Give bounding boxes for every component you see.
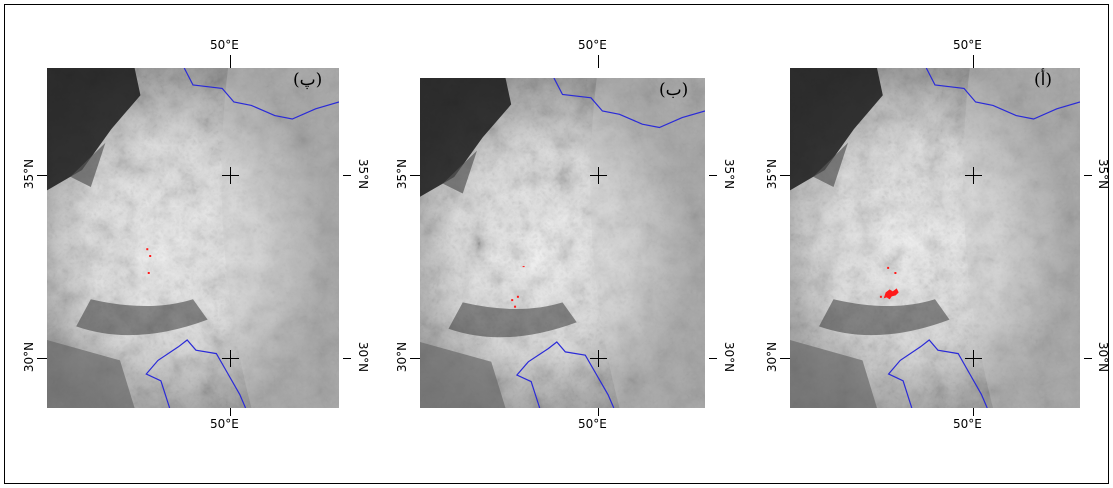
lat-label-left-30: 30°N bbox=[395, 341, 410, 373]
figure-frame bbox=[4, 4, 1109, 484]
lon-label-top: 50°E bbox=[578, 38, 607, 52]
hotspot-markers bbox=[879, 266, 899, 300]
lon-tick-top bbox=[598, 55, 599, 68]
lat-tick-left-35 bbox=[410, 175, 420, 176]
lat-tick-right-35 bbox=[709, 175, 717, 176]
lat-tick-left-35 bbox=[37, 175, 47, 176]
grid-cross-v bbox=[598, 167, 599, 184]
grid-cross-v bbox=[598, 350, 599, 367]
lat-tick-left-35 bbox=[780, 175, 790, 176]
satellite-image bbox=[790, 68, 1080, 408]
lat-tick-left-30 bbox=[37, 358, 47, 359]
lon-tick-bottom bbox=[230, 408, 231, 416]
lat-label-right-30: 30°N bbox=[722, 341, 737, 373]
grid-cross-v bbox=[973, 350, 974, 367]
panel-letter: (پ) bbox=[293, 70, 323, 90]
lat-label-right-35: 35°N bbox=[1096, 158, 1111, 190]
lat-label-left-30: 30°N bbox=[22, 341, 37, 373]
lat-tick-right-30 bbox=[709, 358, 717, 359]
lat-tick-left-30 bbox=[410, 358, 420, 359]
lat-tick-right-35 bbox=[343, 175, 351, 176]
satellite-image bbox=[420, 78, 705, 408]
hotspot-markers bbox=[511, 266, 525, 308]
lat-label-right-35: 35°N bbox=[722, 158, 737, 190]
lon-tick-top bbox=[230, 55, 231, 68]
lat-tick-right-35 bbox=[1084, 175, 1092, 176]
lat-label-left-30: 30°N bbox=[765, 341, 780, 373]
grid-cross-v bbox=[230, 350, 231, 367]
lat-tick-right-30 bbox=[343, 358, 351, 359]
lat-label-left-35: 35°N bbox=[395, 158, 410, 190]
satellite-image bbox=[47, 68, 339, 408]
grid-cross-v bbox=[230, 167, 231, 184]
panel-letter: (ب) bbox=[659, 80, 689, 100]
grid-cross-v bbox=[973, 167, 974, 184]
lon-tick-bottom bbox=[598, 408, 599, 416]
lon-label-top: 50°E bbox=[953, 38, 982, 52]
lon-tick-top bbox=[973, 55, 974, 68]
hotspot-markers bbox=[146, 248, 152, 274]
lon-label-bottom: 50°E bbox=[210, 417, 239, 431]
lat-label-right-30: 30°N bbox=[356, 341, 371, 373]
lat-label-left-35: 35°N bbox=[22, 158, 37, 190]
lon-tick-bottom bbox=[973, 408, 974, 416]
lon-label-bottom: 50°E bbox=[953, 417, 982, 431]
panel-letter: (أ) bbox=[1034, 70, 1053, 90]
lat-label-left-35: 35°N bbox=[765, 158, 780, 190]
lat-tick-right-30 bbox=[1084, 358, 1092, 359]
lat-label-right-30: 30°N bbox=[1096, 341, 1111, 373]
lat-label-right-35: 35°N bbox=[356, 158, 371, 190]
lon-label-bottom: 50°E bbox=[578, 417, 607, 431]
lon-label-top: 50°E bbox=[210, 38, 239, 52]
lat-tick-left-30 bbox=[780, 358, 790, 359]
